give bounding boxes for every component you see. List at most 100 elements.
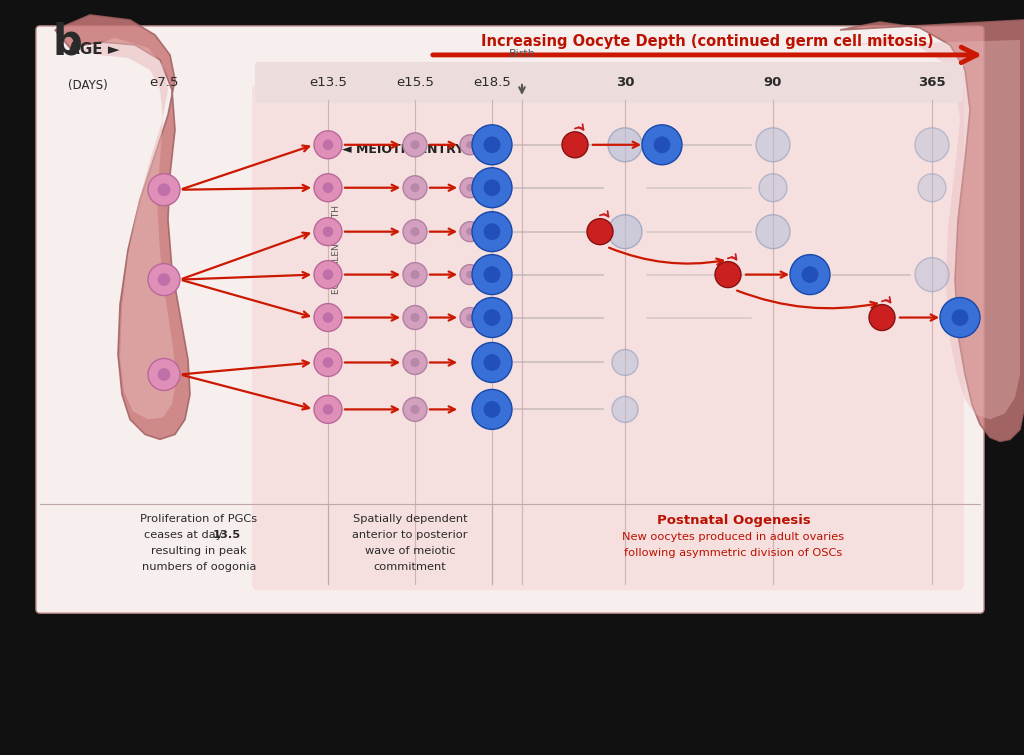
Text: wave of meiotic: wave of meiotic: [365, 546, 456, 556]
Circle shape: [612, 396, 638, 422]
Text: ceases at day: ceases at day: [144, 530, 226, 541]
Text: 13.5: 13.5: [213, 530, 241, 541]
Text: ◄ MEIOTIC ENTRY ►: ◄ MEIOTIC ENTRY ►: [342, 143, 478, 156]
Text: Proliferation of PGCs: Proliferation of PGCs: [140, 514, 258, 524]
Circle shape: [466, 184, 474, 192]
Circle shape: [756, 214, 790, 248]
Circle shape: [918, 174, 946, 202]
Circle shape: [466, 141, 474, 149]
Circle shape: [148, 263, 180, 295]
Circle shape: [411, 270, 420, 279]
Circle shape: [587, 219, 613, 245]
Circle shape: [869, 304, 895, 331]
Circle shape: [612, 350, 638, 375]
Circle shape: [323, 183, 334, 193]
Circle shape: [483, 180, 501, 196]
Circle shape: [403, 397, 427, 421]
FancyBboxPatch shape: [36, 26, 984, 613]
Circle shape: [653, 137, 671, 153]
Circle shape: [314, 260, 342, 288]
Circle shape: [608, 128, 642, 162]
Circle shape: [411, 405, 420, 414]
Circle shape: [314, 131, 342, 159]
Circle shape: [411, 227, 420, 236]
Text: Birth: Birth: [509, 49, 536, 59]
Circle shape: [158, 183, 170, 196]
Circle shape: [472, 297, 512, 337]
Text: following asymmetric division of OSCs: following asymmetric division of OSCs: [625, 548, 843, 558]
Circle shape: [460, 177, 480, 198]
Circle shape: [466, 314, 474, 322]
Circle shape: [562, 132, 588, 158]
Text: e13.5: e13.5: [309, 76, 347, 89]
Text: 30: 30: [615, 76, 634, 89]
Text: Postnatal Oogenesis: Postnatal Oogenesis: [656, 514, 810, 527]
Circle shape: [483, 309, 501, 326]
Circle shape: [472, 343, 512, 383]
Circle shape: [951, 309, 969, 326]
Circle shape: [460, 135, 480, 155]
Circle shape: [915, 257, 949, 291]
Circle shape: [403, 176, 427, 200]
Polygon shape: [80, 38, 176, 419]
Circle shape: [323, 357, 334, 368]
Circle shape: [411, 313, 420, 322]
Circle shape: [314, 217, 342, 245]
Circle shape: [759, 174, 787, 202]
Text: (DAYS): (DAYS): [68, 79, 108, 92]
Text: e18.5: e18.5: [473, 76, 511, 89]
Text: AGE ►: AGE ►: [68, 42, 120, 57]
Circle shape: [314, 396, 342, 424]
Polygon shape: [55, 15, 190, 439]
Circle shape: [790, 254, 830, 294]
Circle shape: [756, 128, 790, 162]
Circle shape: [323, 226, 334, 237]
Circle shape: [483, 401, 501, 418]
Circle shape: [460, 307, 480, 328]
Circle shape: [483, 267, 501, 283]
Polygon shape: [855, 38, 1020, 419]
Text: 90: 90: [764, 76, 782, 89]
Circle shape: [403, 306, 427, 329]
Circle shape: [403, 133, 427, 157]
Text: Spatially dependent: Spatially dependent: [352, 514, 467, 524]
Circle shape: [411, 183, 420, 193]
Circle shape: [483, 223, 501, 240]
Circle shape: [148, 174, 180, 205]
Circle shape: [314, 349, 342, 377]
Text: e15.5: e15.5: [396, 76, 434, 89]
Circle shape: [460, 222, 480, 242]
Circle shape: [608, 214, 642, 248]
FancyBboxPatch shape: [252, 84, 964, 590]
Text: Increasing Oocyte Depth (continued germ cell mitosis): Increasing Oocyte Depth (continued germ …: [480, 35, 933, 49]
Text: 365: 365: [919, 76, 946, 89]
Circle shape: [802, 267, 818, 283]
Circle shape: [466, 271, 474, 279]
Text: numbers of oogonia: numbers of oogonia: [141, 562, 256, 572]
Text: commitment: commitment: [374, 562, 446, 572]
Circle shape: [323, 140, 334, 150]
Circle shape: [314, 174, 342, 202]
Circle shape: [158, 273, 170, 286]
Circle shape: [472, 211, 512, 251]
Circle shape: [483, 137, 501, 153]
Circle shape: [483, 354, 501, 371]
Circle shape: [411, 140, 420, 149]
Circle shape: [715, 262, 741, 288]
Circle shape: [158, 368, 170, 381]
Circle shape: [148, 359, 180, 390]
Circle shape: [472, 254, 512, 294]
Circle shape: [466, 228, 474, 236]
Circle shape: [472, 390, 512, 430]
FancyBboxPatch shape: [255, 62, 963, 103]
Circle shape: [411, 358, 420, 367]
Text: anterior to posterior: anterior to posterior: [352, 530, 468, 541]
Text: e7.5: e7.5: [150, 76, 178, 89]
Polygon shape: [840, 20, 1024, 442]
Circle shape: [323, 404, 334, 414]
Text: b: b: [52, 22, 82, 64]
Circle shape: [460, 264, 480, 285]
Circle shape: [323, 313, 334, 323]
Text: EQUIVALENT DEPTH: EQUIVALENT DEPTH: [332, 205, 341, 294]
Text: New oocytes produced in adult ovaries: New oocytes produced in adult ovaries: [623, 532, 845, 542]
